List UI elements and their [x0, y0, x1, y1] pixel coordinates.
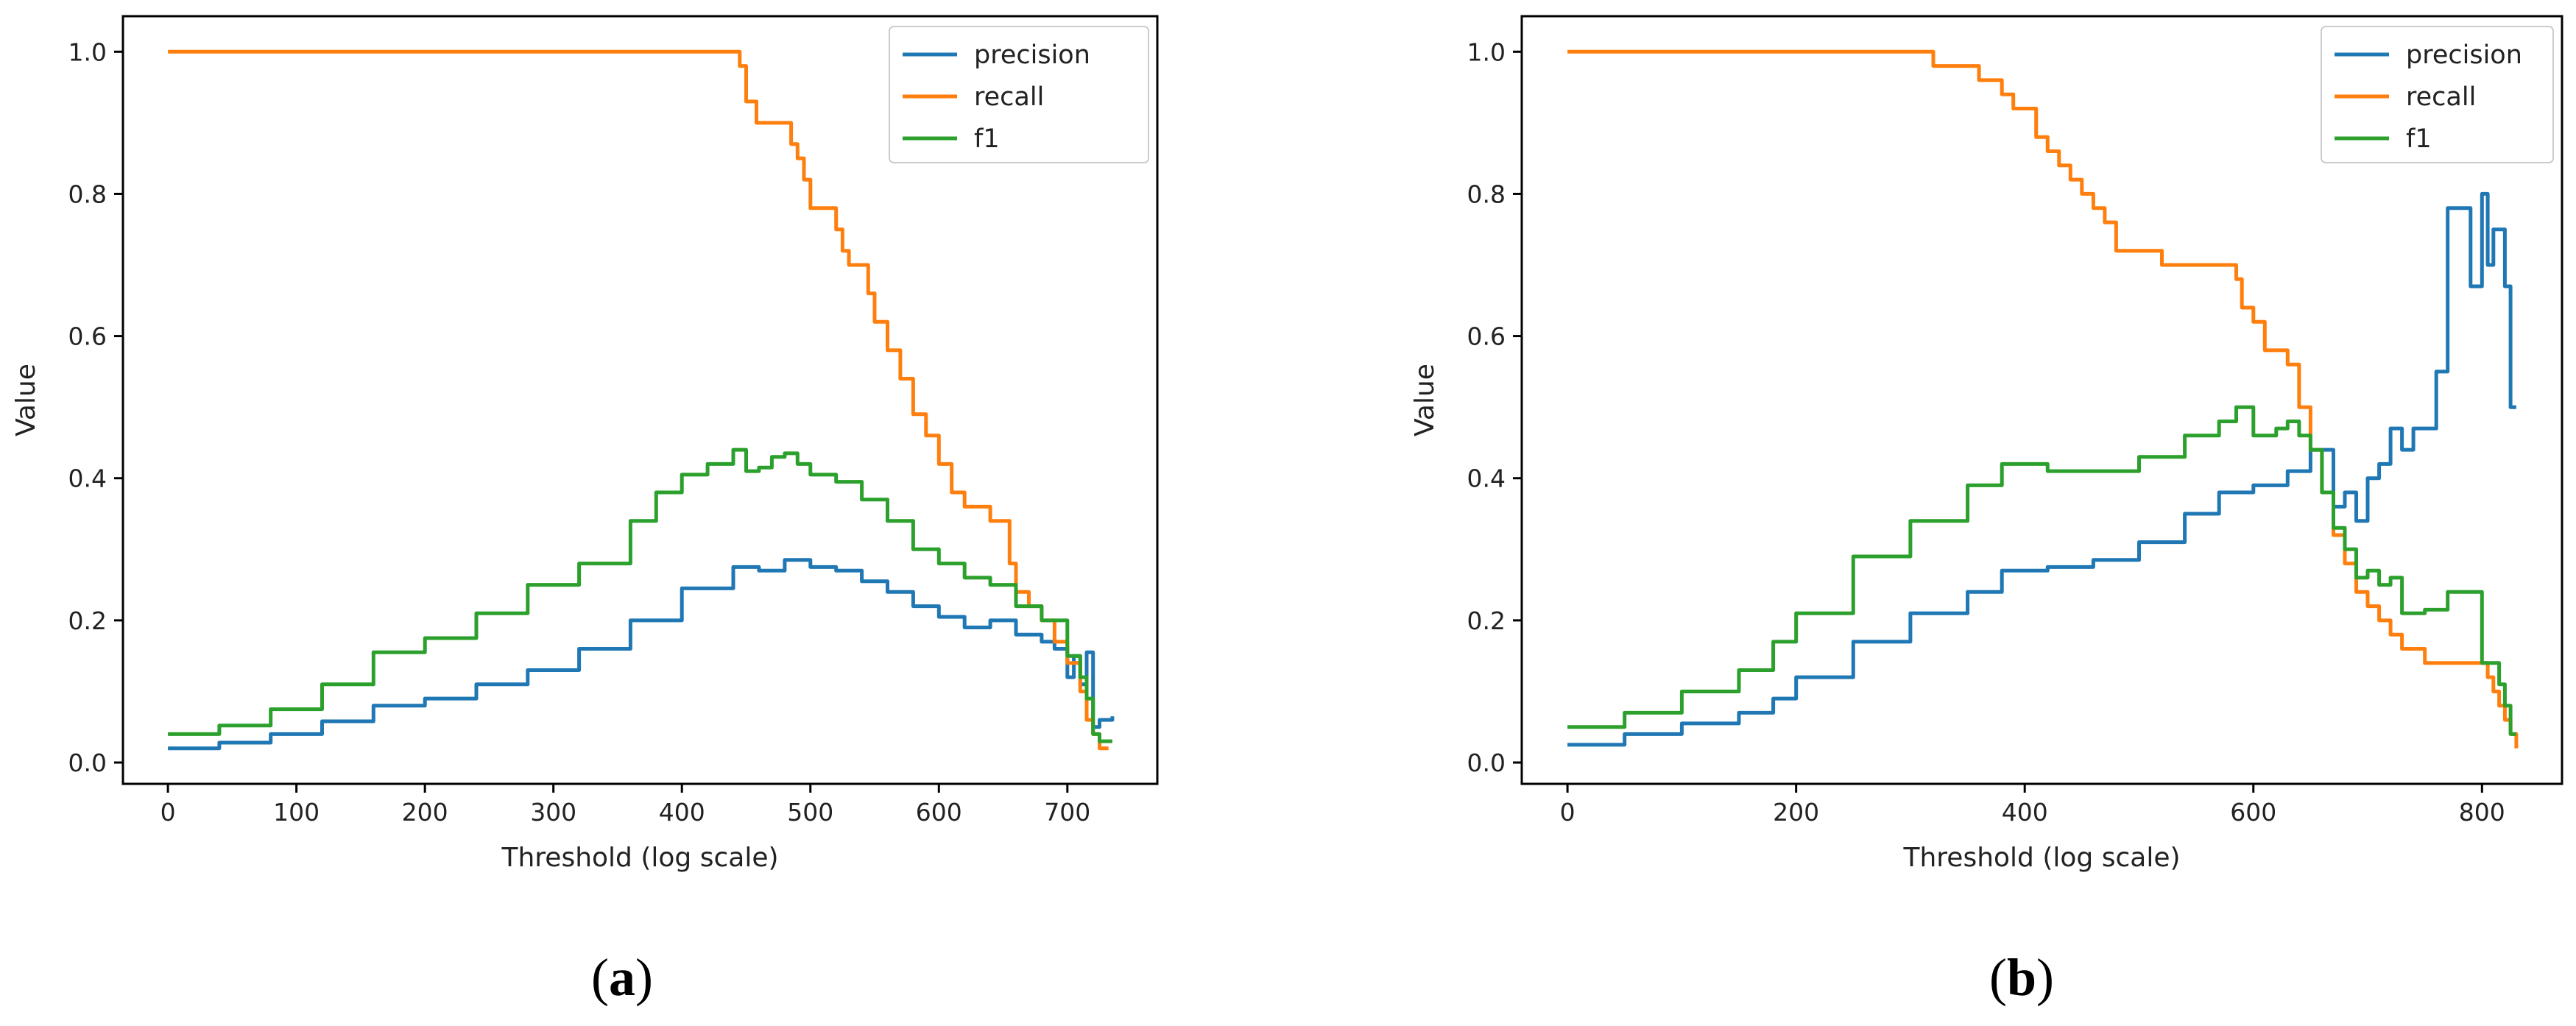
panel-letter-a: a: [609, 948, 635, 1007]
legend-label-f1: f1: [974, 124, 1000, 154]
x-tick-label: 300: [530, 798, 576, 827]
y-tick-label: 0.2: [1467, 606, 1506, 635]
x-tick-label: 700: [1044, 798, 1090, 827]
y-tick-label: 0.6: [68, 322, 107, 351]
x-tick-label: 600: [916, 798, 962, 827]
series-lines: [168, 49, 1115, 751]
y-tick-label: 0.0: [1467, 749, 1506, 777]
y-tick-label: 1.0: [1467, 38, 1506, 66]
axis-ticks: 0 100 200 300 400 500 600 700 0.0 0.2 0.4 0.6 0.8 1.0: [68, 38, 1091, 827]
axes-frame: [121, 15, 1159, 785]
panel-letter-b: b: [2007, 948, 2036, 1007]
y-tick-label: 0.8: [1467, 180, 1506, 208]
y-tick-label: 0.4: [68, 464, 107, 493]
legend-label-precision: precision: [974, 40, 1090, 70]
legend-label-recall: recall: [974, 82, 1044, 112]
series-line-precision: [1567, 191, 2516, 747]
panel-caption-b: (b): [1989, 948, 2054, 1007]
legend-box: [889, 26, 1149, 163]
x-tick-label: 200: [402, 798, 448, 827]
x-axis-label: Threshold (log scale): [1902, 843, 2180, 873]
x-tick-label: 800: [2459, 798, 2505, 827]
y-tick-label: 0.0: [68, 749, 107, 777]
legend-label-recall: recall: [2406, 82, 2476, 112]
legend: precision recall f1: [889, 26, 1149, 163]
legend-label-precision: precision: [2406, 40, 2522, 70]
x-tick-label: 600: [2230, 798, 2276, 827]
x-tick-label: 500: [787, 798, 833, 827]
x-tick-label: 400: [2002, 798, 2048, 827]
y-tick-label: 0.4: [1467, 464, 1506, 493]
legend-box: [2321, 26, 2554, 163]
legend-label-f1: f1: [2406, 124, 2432, 154]
series-line-f1: [1567, 405, 2516, 736]
y-axis-label: Value: [1410, 364, 1440, 436]
y-tick-label: 1.0: [68, 38, 107, 66]
y-tick-label: 0.8: [68, 180, 107, 208]
y-axis-label: Value: [11, 364, 41, 436]
series-line-recall: [1567, 49, 2519, 749]
y-tick-label: 0.6: [1467, 322, 1506, 351]
legend: precision recall f1: [2321, 26, 2554, 163]
panel-b: 0 200 400 600 800 0.0 0.2 0.4 0.6 0.8 1.0 Threshol…: [1410, 15, 2563, 1007]
series-line-precision: [168, 558, 1115, 751]
x-tick-label: 0: [1560, 798, 1575, 827]
y-tick-label: 0.2: [68, 606, 107, 635]
series-lines: [1567, 49, 2519, 749]
panel-caption-a: (a): [591, 948, 653, 1007]
axes-frame: [1520, 15, 2563, 785]
axis-ticks: 0 200 400 600 800 0.0 0.2 0.4 0.6 0.8 1.0: [1467, 38, 2505, 827]
x-axis-label: Threshold (log scale): [501, 843, 778, 873]
x-tick-label: 200: [1773, 798, 1819, 827]
series-line-f1: [168, 447, 1112, 743]
x-tick-label: 100: [273, 798, 320, 827]
panel-a: 0 100 200 300 400 500 600 700 0.0 0.2 0.4 0.6 0.8 1.0…: [11, 15, 1159, 1007]
x-tick-label: 0: [160, 798, 176, 827]
series-line-recall: [168, 49, 1109, 751]
x-tick-label: 400: [659, 798, 705, 827]
